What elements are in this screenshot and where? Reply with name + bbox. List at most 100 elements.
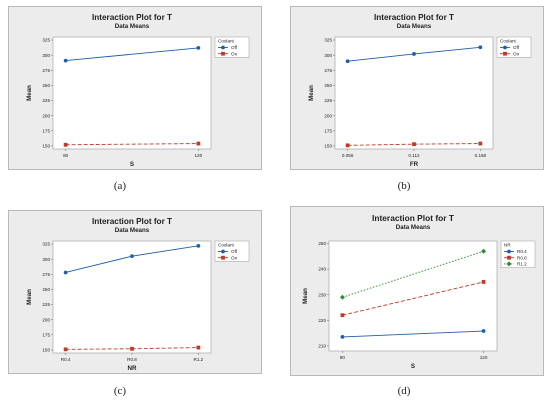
plot-area xyxy=(52,36,212,150)
y-tick-label: 220 xyxy=(318,318,326,323)
series-point-1 xyxy=(481,280,486,284)
x-tick-label: R0.4 xyxy=(61,357,71,362)
caption-d: (d) xyxy=(397,385,411,397)
y-tick-label: 275 xyxy=(42,272,50,277)
series-line-0 xyxy=(65,47,199,62)
y-tick-label: 325 xyxy=(42,242,50,247)
legend-swatch-marker xyxy=(507,249,511,254)
legend-label: Off xyxy=(513,45,520,50)
legend-swatch-marker xyxy=(506,261,512,267)
y-tick-label: 240 xyxy=(318,267,326,272)
y-tick-label: 300 xyxy=(42,53,50,58)
x-tick-label: 0.112 xyxy=(408,153,420,158)
chart-title: Interaction Plot for T xyxy=(374,13,454,22)
legend-label: On xyxy=(231,255,238,260)
series-point-1 xyxy=(63,142,68,147)
series-point-1 xyxy=(340,313,345,318)
x-axis-label: S xyxy=(130,161,134,168)
legend-swatch-marker xyxy=(221,45,225,50)
x-axis-label: S xyxy=(411,363,415,370)
series-point-0 xyxy=(63,270,68,275)
plot-area xyxy=(328,240,498,352)
legend-label: R0.8 xyxy=(517,255,527,260)
caption-b: (b) xyxy=(397,180,411,192)
series-point-0 xyxy=(478,45,483,50)
series-point-1 xyxy=(130,346,134,351)
y-tick-label: 175 xyxy=(42,332,50,337)
y-tick-label: 230 xyxy=(318,292,326,297)
series-point-2 xyxy=(481,248,487,254)
x-tick-label: 80 xyxy=(63,153,69,158)
series-line-1 xyxy=(65,143,199,146)
series-point-2 xyxy=(339,294,345,300)
legend-title: NR xyxy=(504,243,511,248)
x-tick-label: 120 xyxy=(480,355,488,360)
y-tick-label: 175 xyxy=(324,128,332,133)
y-tick-label: 250 xyxy=(318,241,326,246)
series-point-1 xyxy=(412,142,416,147)
series-line-0 xyxy=(342,330,484,338)
y-tick-label: 250 xyxy=(42,287,50,292)
chart-subtitle: Data Means xyxy=(115,23,150,30)
y-tick-label: 325 xyxy=(42,38,50,43)
y-tick-label: 200 xyxy=(42,113,50,118)
legend-swatch-marker xyxy=(221,51,225,56)
series-point-1 xyxy=(478,141,483,146)
series-point-0 xyxy=(196,45,201,50)
series-point-0 xyxy=(345,59,350,64)
legend-swatch-marker xyxy=(221,249,225,254)
caption-c: (c) xyxy=(113,385,127,397)
chart-panel-d: Interaction Plot for T Data Means 210 220 23… xyxy=(290,206,544,376)
y-axis-label: Mean xyxy=(308,85,315,101)
y-tick-label: 250 xyxy=(42,83,50,88)
chart-title: Interaction Plot for T xyxy=(92,13,172,22)
legend-title: Coolant xyxy=(218,243,235,248)
y-tick-label: 225 xyxy=(42,98,50,103)
legend-title: Coolant xyxy=(500,39,517,44)
series-line-2 xyxy=(342,250,484,298)
legend-label: Off xyxy=(231,249,238,254)
legend-label: On xyxy=(513,51,520,56)
legend-label: R1.2 xyxy=(517,262,527,267)
chart-panel-c: Interaction Plot for T Data Means 150 175 20… xyxy=(8,210,262,374)
y-tick-label: 150 xyxy=(42,144,50,149)
x-axis-label: FR xyxy=(410,161,419,168)
legend-swatch-marker xyxy=(503,51,507,56)
series-point-0 xyxy=(130,254,134,259)
series-point-0 xyxy=(196,243,201,248)
series-line-1 xyxy=(342,281,484,316)
y-axis-label: Mean xyxy=(302,288,309,304)
chart-subtitle: Data Means xyxy=(115,227,150,234)
y-tick-label: 150 xyxy=(324,144,332,149)
chart-subtitle: Data Means xyxy=(396,224,431,231)
x-tick-label: 0.056 xyxy=(342,153,354,158)
legend-label: On xyxy=(231,51,238,56)
x-tick-label: R1.2 xyxy=(194,357,204,362)
series-point-1 xyxy=(196,141,201,146)
caption-a: (a) xyxy=(113,180,127,192)
y-tick-label: 275 xyxy=(42,68,50,73)
chart-subtitle: Data Means xyxy=(397,23,432,30)
legend-title: Coolant xyxy=(218,39,235,44)
y-tick-label: 200 xyxy=(324,113,332,118)
x-tick-label: R0.8 xyxy=(127,357,137,362)
series-point-0 xyxy=(340,335,345,339)
x-tick-label: 80 xyxy=(340,355,346,360)
y-tick-label: 175 xyxy=(42,128,50,133)
legend-label: R0.4 xyxy=(517,249,527,254)
series-point-0 xyxy=(412,52,416,56)
y-tick-label: 150 xyxy=(42,348,50,353)
legend-swatch-marker xyxy=(221,255,225,260)
legend-swatch-marker xyxy=(507,255,511,260)
chart-panel-b: Interaction Plot for T Data Means 150 175 20… xyxy=(290,6,544,170)
y-tick-label: 250 xyxy=(324,83,332,88)
y-axis-label: Mean xyxy=(26,289,33,305)
y-tick-label: 300 xyxy=(42,257,50,262)
